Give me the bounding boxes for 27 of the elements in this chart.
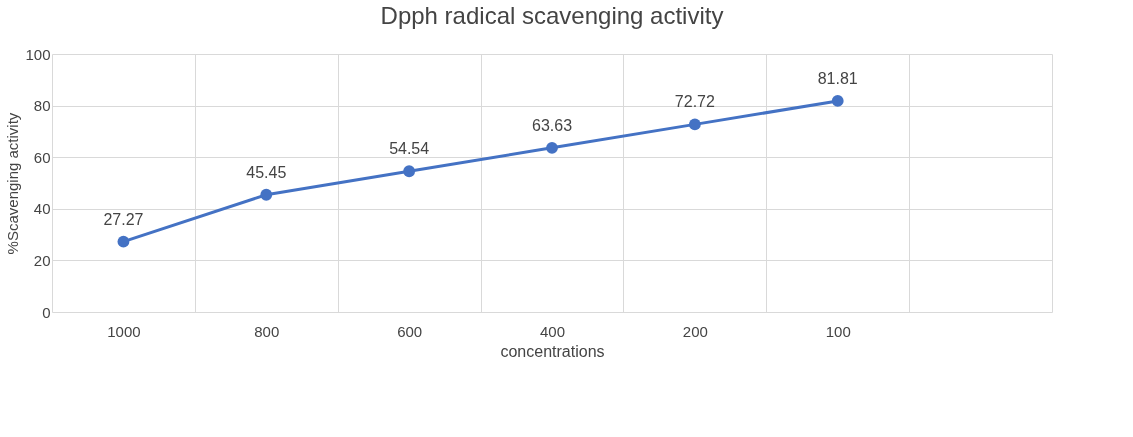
point <box>403 165 416 178</box>
y-tick-label: 60 <box>33 148 51 166</box>
data-label: 63.63 <box>531 116 573 134</box>
x-tick-label: 100 <box>825 322 851 340</box>
y-tick-label: 80 <box>33 97 51 115</box>
point <box>260 188 273 201</box>
y-tick-label: 40 <box>33 200 51 218</box>
chart-title: Dpph radical scavenging activity <box>380 2 724 29</box>
x-tick-label: 1000 <box>107 322 141 340</box>
x-tick-label: 800 <box>254 322 280 340</box>
point <box>546 141 558 154</box>
data-label: 72.72 <box>674 93 715 111</box>
y-tick-label: 0 <box>42 303 51 321</box>
data-label: 45.45 <box>246 163 287 181</box>
point <box>831 95 844 107</box>
y-axis-title: %Scavenging activity <box>4 112 22 255</box>
x-axis-title: concentrations <box>500 342 605 360</box>
point <box>688 118 701 131</box>
y-tick-label: 100 <box>25 45 51 63</box>
data-label: 27.27 <box>103 210 144 228</box>
x-tick-label: 400 <box>539 322 566 340</box>
data-label: 81.81 <box>817 69 858 87</box>
x-tick-label: 600 <box>397 322 423 340</box>
data-label: 54.54 <box>389 140 430 158</box>
x-tick-label: 200 <box>682 322 708 340</box>
y-tick-label: 20 <box>33 251 51 269</box>
point <box>117 235 130 248</box>
